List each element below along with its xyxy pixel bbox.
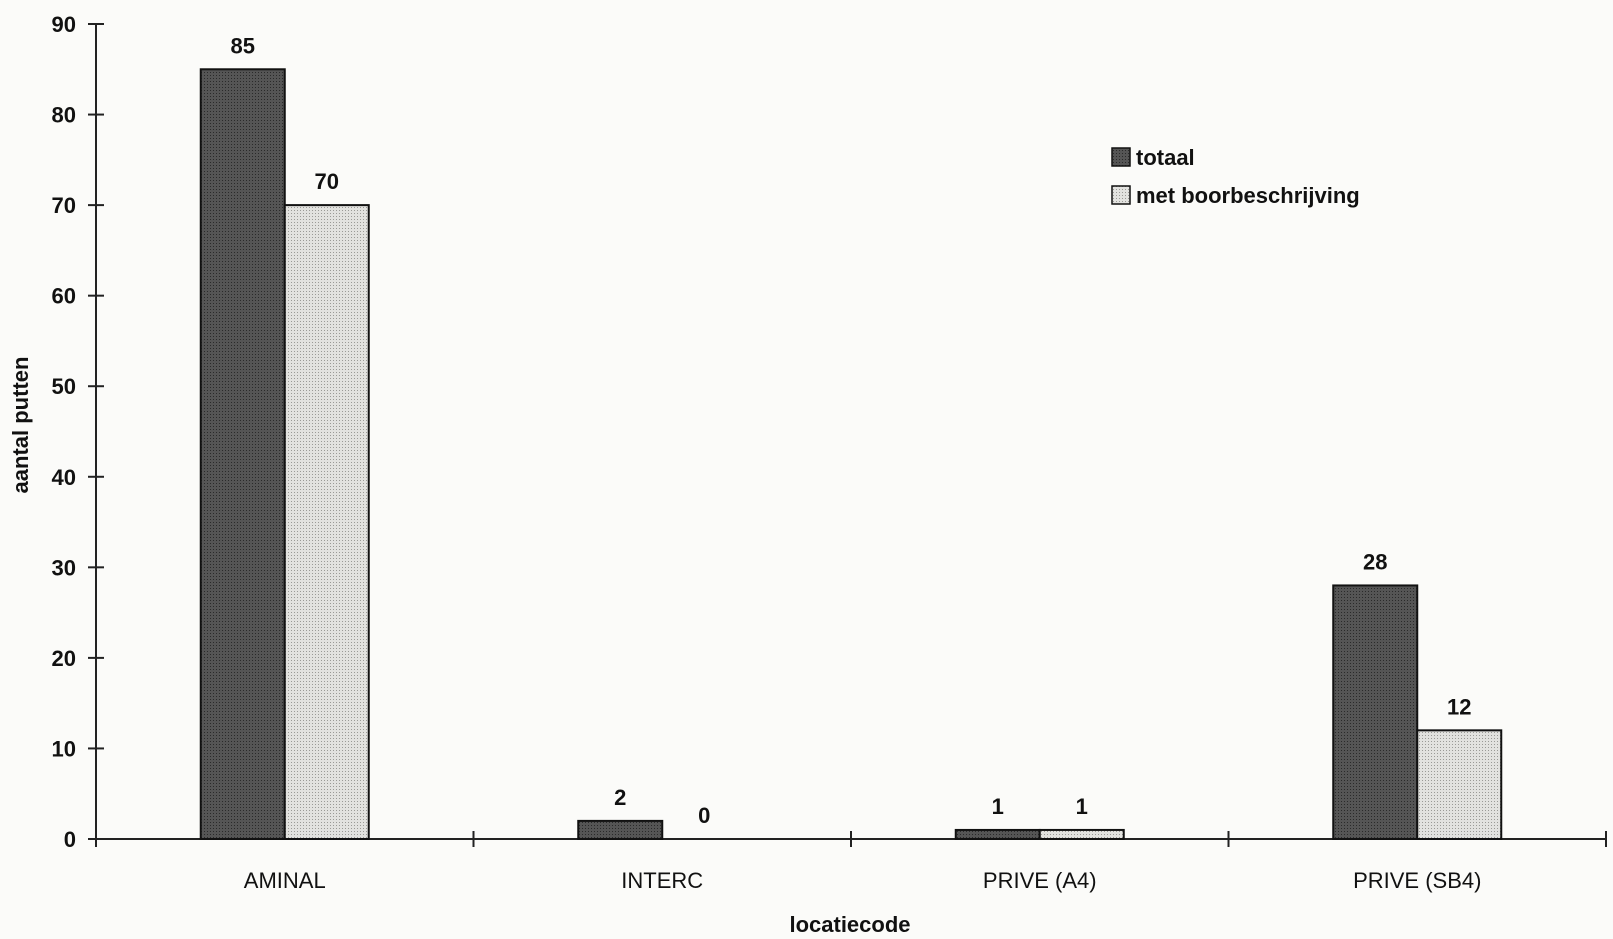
legend-swatch-met-boorbeschrijving — [1111, 185, 1131, 205]
data-label: 12 — [1447, 694, 1471, 719]
y-tick-label: 20 — [52, 646, 76, 671]
data-label: 1 — [992, 794, 1004, 819]
y-tick-label: 50 — [52, 374, 76, 399]
data-label: 2 — [614, 785, 626, 810]
y-tick-label: 30 — [52, 555, 76, 580]
data-label: 28 — [1363, 549, 1387, 574]
bar-totaal — [577, 819, 664, 841]
x-tick-label: PRIVE (A4) — [983, 868, 1097, 893]
y-tick-label: 0 — [64, 827, 76, 852]
bar-met-boorbeschrijving — [1038, 828, 1125, 841]
data-labels: 85 2 1 28 70 0 1 12 — [231, 33, 1472, 828]
y-axis-title: aantal putten — [8, 357, 33, 494]
data-label: 0 — [698, 803, 710, 828]
y-tick-label: 40 — [52, 465, 76, 490]
bar-totaal — [199, 68, 286, 841]
y-tick-label: 60 — [52, 284, 76, 309]
x-axis: AMINAL INTERC PRIVE (A4) PRIVE (SB4) — [95, 831, 1607, 893]
legend: totaal met boorbeschrijving — [1111, 145, 1360, 208]
data-label: 70 — [315, 169, 339, 194]
bar-met-boorbeschrijving — [1416, 729, 1503, 840]
data-label: 85 — [231, 33, 255, 58]
bar-totaal — [954, 828, 1041, 841]
bar-met-boorbeschrijving — [283, 204, 370, 841]
y-tick-label: 10 — [52, 736, 76, 761]
legend-label: totaal — [1136, 145, 1195, 170]
x-axis-title: locatiecode — [789, 912, 910, 937]
legend-label: met boorbeschrijving — [1136, 183, 1360, 208]
data-label: 1 — [1076, 794, 1088, 819]
legend-swatch-totaal — [1111, 147, 1131, 167]
bar-totaal — [1332, 584, 1419, 841]
y-tick-label: 80 — [52, 103, 76, 128]
bars — [199, 68, 1503, 841]
x-tick-label: INTERC — [621, 868, 703, 893]
y-axis: 0 10 20 30 40 50 60 70 80 90 — [52, 12, 104, 852]
y-tick-label: 90 — [52, 12, 76, 37]
x-tick-label: AMINAL — [244, 868, 326, 893]
x-tick-label: PRIVE (SB4) — [1353, 868, 1481, 893]
y-tick-label: 70 — [52, 193, 76, 218]
